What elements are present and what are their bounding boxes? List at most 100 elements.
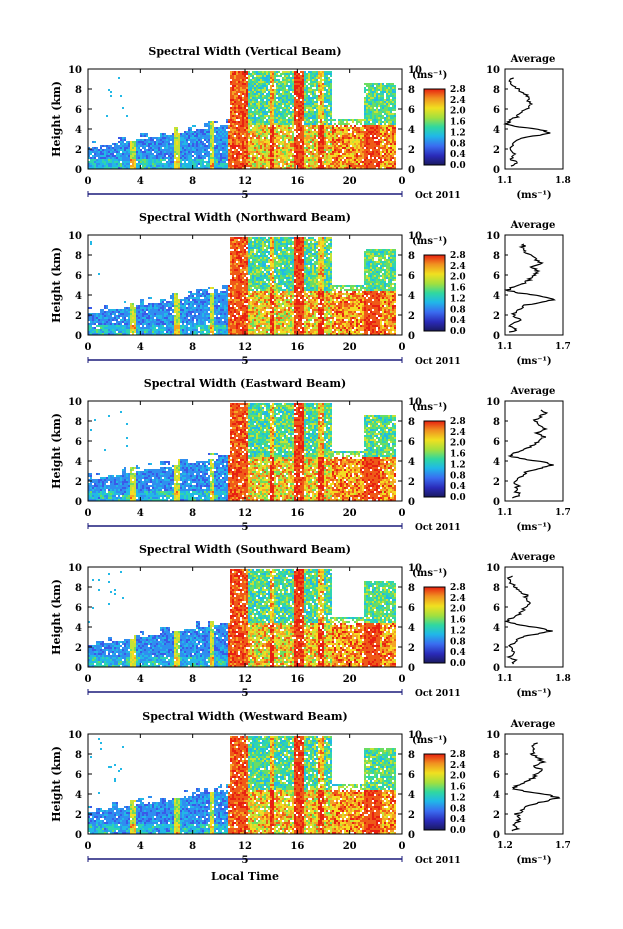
heatmap-cell xyxy=(204,139,206,141)
heatmap-cell xyxy=(146,143,148,145)
heatmap-cell xyxy=(248,73,250,75)
heatmap-cell xyxy=(128,151,130,153)
heatmap-cell xyxy=(202,137,204,139)
heatmap-cell xyxy=(178,133,180,135)
heatmap-cell xyxy=(238,141,240,143)
heatmap-cell xyxy=(246,99,248,101)
heatmap-cell xyxy=(246,161,248,163)
heatmap-cell xyxy=(236,137,238,139)
heatmap-cell xyxy=(90,161,92,163)
heatmap-cell xyxy=(126,159,128,161)
heatmap-cell xyxy=(92,163,94,165)
heatmap-cell xyxy=(170,165,172,167)
heatmap-cell xyxy=(174,139,176,141)
heatmap-cell xyxy=(134,149,136,151)
heatmap-cell xyxy=(176,147,178,149)
heatmap-cell xyxy=(216,141,218,143)
heatmap-cell xyxy=(238,75,240,77)
heatmap-cell xyxy=(110,157,112,159)
heatmap-cell xyxy=(146,157,148,159)
heatmap-cell xyxy=(246,143,248,145)
heatmap-cell xyxy=(216,149,218,151)
heatmap-cell xyxy=(156,153,158,155)
heatmap-cell xyxy=(124,137,126,139)
heatmap-cell xyxy=(120,165,122,167)
heatmap-cell xyxy=(222,143,224,145)
heatmap-cell xyxy=(244,141,246,143)
heatmap-cell xyxy=(240,101,242,103)
heatmap-cell xyxy=(230,103,232,105)
heatmap-cell xyxy=(194,163,196,165)
heatmap-cell xyxy=(210,123,212,125)
heatmap-cell xyxy=(232,71,234,73)
heatmap-cell xyxy=(212,133,214,135)
heatmap-cell xyxy=(234,163,236,165)
heatmap-cell xyxy=(230,161,232,163)
heatmap-cell xyxy=(106,165,108,167)
heatmap-cell xyxy=(170,153,172,155)
heatmap-cell xyxy=(166,143,168,145)
heatmap-cell xyxy=(166,139,168,141)
heatmap-cell xyxy=(248,161,250,163)
heatmap-cell xyxy=(218,153,220,155)
heatmap-cell xyxy=(216,157,218,159)
heatmap-cell xyxy=(242,113,244,115)
heatmap-cell xyxy=(246,165,248,167)
heatmap-cell xyxy=(246,89,248,91)
heatmap-cell xyxy=(122,159,124,161)
heatmap-cell xyxy=(130,147,132,149)
heatmap-cell xyxy=(240,113,242,115)
heatmap-cell xyxy=(136,151,138,153)
heatmap-cell xyxy=(236,83,238,85)
heatmap-cell xyxy=(178,159,180,161)
heatmap-cell xyxy=(142,147,144,149)
heatmap-cell xyxy=(152,141,154,143)
heatmap-cell xyxy=(104,163,106,165)
heatmap-cell xyxy=(232,79,234,81)
heatmap-cell xyxy=(228,149,230,151)
heatmap-cell xyxy=(248,127,250,129)
heatmap-cell xyxy=(232,151,234,153)
heatmap-cell xyxy=(210,155,212,157)
heatmap-cell xyxy=(122,143,124,145)
heatmap-cell xyxy=(134,157,136,159)
heatmap-cell xyxy=(192,141,194,143)
heatmap-cell xyxy=(244,97,246,99)
heatmap-cell xyxy=(174,137,176,139)
heatmap-cell xyxy=(240,95,242,97)
heatmap-cell xyxy=(204,135,206,137)
heatmap-cell xyxy=(198,133,200,135)
heatmap-cell xyxy=(224,157,226,159)
heatmap-cell xyxy=(208,161,210,163)
heatmap-cell xyxy=(248,149,250,151)
heatmap-cell xyxy=(180,161,182,163)
heatmap-cell xyxy=(222,127,224,129)
heatmap-cell xyxy=(124,143,126,145)
heatmap-cell xyxy=(226,137,228,139)
heatmap-cell xyxy=(242,151,244,153)
heatmap-cell xyxy=(244,117,246,119)
heatmap-cell xyxy=(198,131,200,133)
heatmap-cell xyxy=(186,149,188,151)
heatmap-cell xyxy=(140,139,142,141)
heatmap-cell xyxy=(146,141,148,143)
heatmap-cell xyxy=(150,147,152,149)
heatmap-cell xyxy=(248,113,250,115)
heatmap-cell xyxy=(114,145,116,147)
heatmap-cell xyxy=(248,115,250,117)
heatmap-cell xyxy=(222,153,224,155)
heatmap-cell xyxy=(94,153,96,155)
heatmap-cell xyxy=(146,159,148,161)
heatmap-cell xyxy=(162,133,164,135)
heatmap-cell xyxy=(168,157,170,159)
heatmap-cell xyxy=(152,157,154,159)
heatmap-cell xyxy=(188,137,190,139)
heatmap-cell xyxy=(230,155,232,157)
heatmap-cell xyxy=(160,147,162,149)
heatmap-cell xyxy=(210,135,212,137)
heatmap-cell xyxy=(156,147,158,149)
heatmap-cell xyxy=(132,163,134,165)
heatmap-cell xyxy=(102,151,104,153)
heatmap-cell xyxy=(230,109,232,111)
heatmap-cell xyxy=(142,163,144,165)
